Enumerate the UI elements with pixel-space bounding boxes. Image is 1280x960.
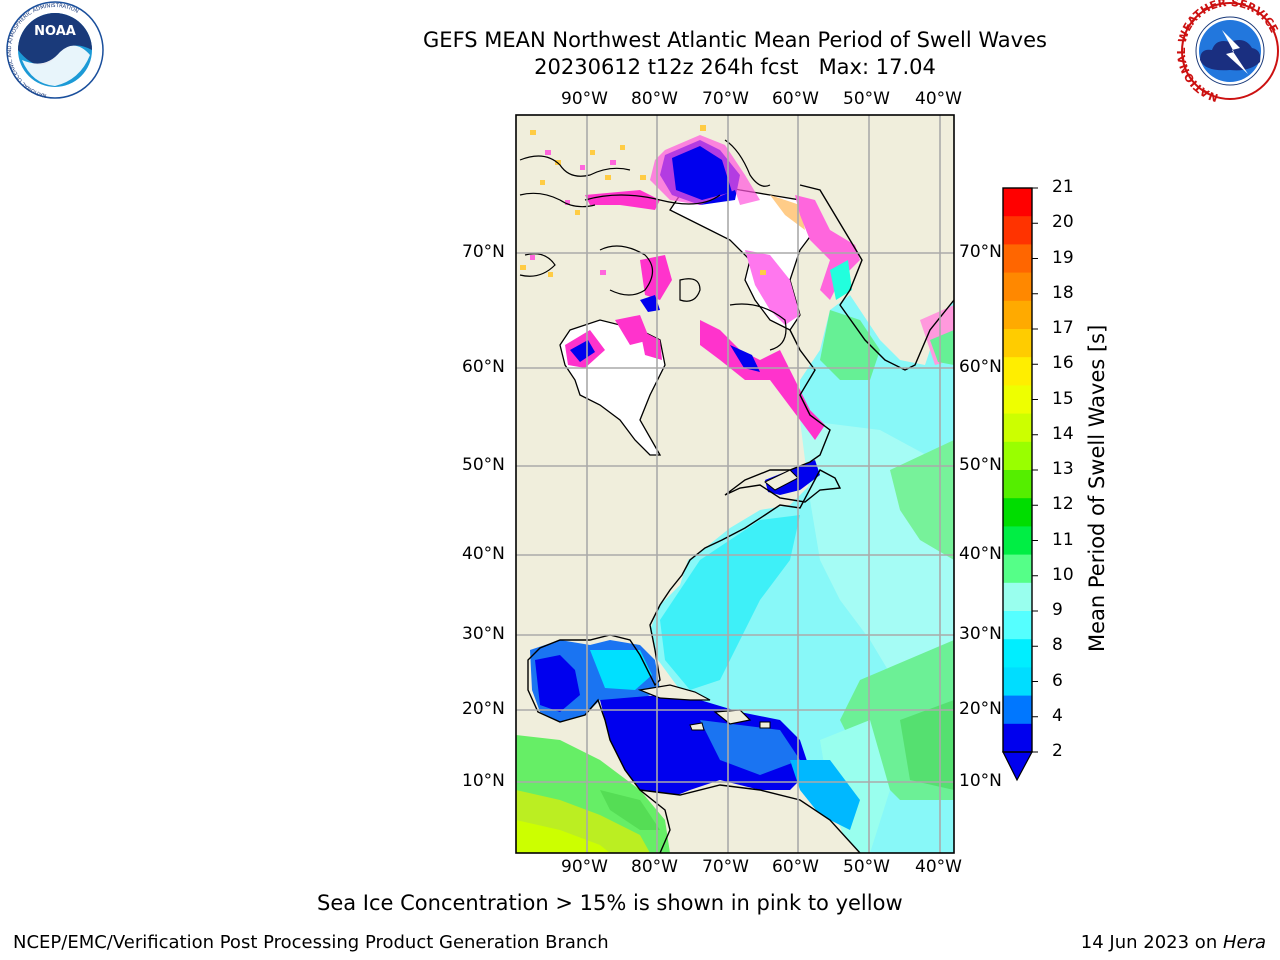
colorbar-tick-label: 15 (1052, 388, 1074, 409)
lat-label-left-60n: 60°N (462, 357, 505, 377)
colorbar (1003, 188, 1032, 753)
lon-label-bottom-40w: 40°W (915, 857, 962, 877)
lon-label-top-50w: 50°W (843, 89, 890, 109)
lon-label-bottom-80w: 80°W (631, 857, 678, 877)
greenland-coast (799, 184, 954, 371)
colorbar-tick-label: 13 (1052, 459, 1074, 479)
map-title-line1: GEFS MEAN Northwest Atlantic Mean Period… (423, 28, 1047, 52)
colorbar-tick-label: 12 (1052, 494, 1074, 515)
map-title-line2: 20230612 t12z 264h fcst Max: 17.04 (534, 55, 936, 79)
lat-label-right-10n: 10°N (959, 771, 1002, 791)
lon-label-bottom-70w: 70°W (702, 857, 749, 877)
colorbar-tick-label: 2 (1052, 741, 1063, 761)
lon-label-top-70w: 70°W (702, 89, 749, 109)
colorbar-swatch (1003, 441, 1032, 471)
colorbar-tick-label: 11 (1052, 529, 1074, 550)
colorbar-tick-label: 19 (1052, 247, 1074, 268)
lat-label-right-70n: 70°N (959, 242, 1002, 262)
colorbar-swatch (1003, 385, 1032, 415)
colorbar-swatch (1003, 554, 1032, 584)
lon-label-top-60w: 60°W (772, 89, 819, 109)
lat-label-right-60n: 60°N (959, 357, 1002, 377)
colorbar-tick-label: 6 (1052, 670, 1063, 691)
map-frame (515, 114, 955, 854)
lon-label-bottom-50w: 50°W (843, 857, 890, 877)
colorbar-tick-label: 16 (1052, 353, 1074, 374)
north-america-coast (527, 329, 842, 853)
colorbar-tick-label: 10 (1052, 564, 1074, 585)
lat-label-right-50n: 50°N (959, 455, 1002, 475)
footer-left: NCEP/EMC/Verification Post Processing Pr… (13, 932, 609, 953)
sea-ice-note: Sea Ice Concentration > 15% is shown in … (317, 891, 903, 915)
lat-label-left-50n: 50°N (462, 455, 505, 475)
lat-label-left-30n: 30°N (462, 624, 505, 644)
colorbar-tick-label: 8 (1052, 635, 1063, 656)
lat-label-right-20n: 20°N (959, 699, 1002, 719)
colorbar-swatch (1003, 244, 1032, 274)
south-america (640, 790, 860, 853)
lon-label-top-90w: 90°W (561, 89, 608, 109)
colorbar-swatch (1003, 695, 1032, 725)
lat-label-left-40n: 40°N (462, 544, 505, 564)
colorbar-tick-label: 18 (1052, 282, 1074, 303)
colorbar-swatch (1003, 300, 1032, 330)
lon-label-bottom-90w: 90°W (561, 857, 608, 877)
colorbar-swatch (1003, 667, 1032, 697)
colorbar-swatch (1003, 470, 1032, 499)
lat-label-left-20n: 20°N (462, 699, 505, 719)
colorbar-swatch (1003, 582, 1032, 612)
lat-label-right-30n: 30°N (959, 624, 1002, 644)
colorbar-swatch (1003, 188, 1032, 217)
colorbar-swatch (1003, 413, 1032, 443)
colorbar-swatch (1003, 272, 1032, 302)
colorbar-title: Mean Period of Swell Waves [s] (1085, 324, 1109, 652)
colorbar-tick-label: 17 (1052, 318, 1074, 338)
lat-label-left-10n: 10°N (462, 771, 505, 791)
colorbar-swatch (1003, 216, 1032, 245)
colorbar-swatch (1003, 357, 1032, 386)
map-area (516, 115, 954, 853)
footer-date: 14 Jun 2023 on (1080, 932, 1223, 953)
colorbar-swatch (1003, 498, 1032, 527)
colorbar-tick-label: 9 (1052, 600, 1063, 620)
colorbar-tick-label: 21 (1052, 177, 1074, 197)
lat-label-right-40n: 40°N (959, 544, 1002, 564)
graticule (516, 115, 954, 853)
lon-label-bottom-60w: 60°W (772, 857, 819, 877)
colorbar-tick-label: 14 (1052, 423, 1074, 444)
footer-host: Hera (1222, 932, 1266, 953)
lat-label-left-70n: 70°N (462, 242, 505, 262)
colorbar-tick-label: 4 (1052, 705, 1063, 726)
colorbar-swatch (1003, 639, 1032, 668)
colorbar-swatch (1003, 329, 1032, 358)
footer-right: 14 Jun 2023 on Hera (1081, 932, 1266, 953)
colorbar-swatch (1003, 723, 1032, 753)
lon-label-top-40w: 40°W (915, 89, 962, 109)
colorbar-swatch (1003, 611, 1032, 640)
lon-label-top-80w: 80°W (631, 89, 678, 109)
colorbar-extend-triangle (1002, 751, 1034, 782)
colorbar-swatch (1003, 526, 1032, 556)
colorbar-tick-label: 20 (1052, 212, 1074, 233)
